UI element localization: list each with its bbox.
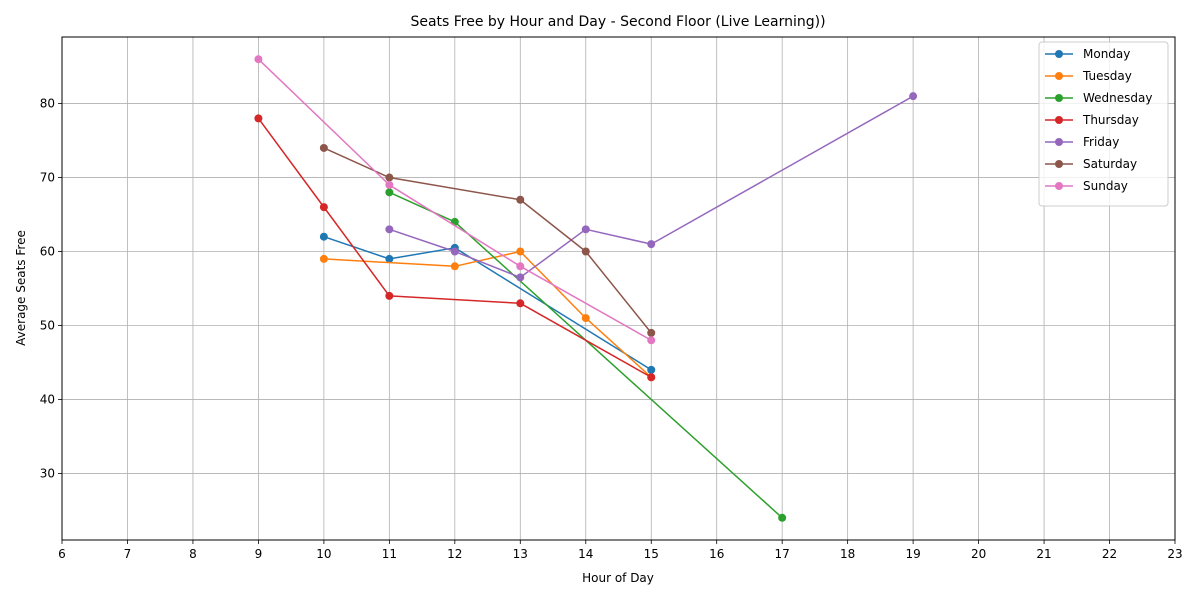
y-tick-label: 60	[40, 245, 55, 259]
legend-label-tuesday: Tuesday	[1082, 69, 1132, 83]
x-tick-label: 10	[316, 547, 331, 561]
x-tick-label: 22	[1102, 547, 1117, 561]
series-line-sunday	[257, 58, 652, 341]
data-point-thursday	[254, 114, 263, 123]
legend-marker-saturday	[1055, 160, 1063, 168]
x-tick-label: 17	[775, 547, 790, 561]
x-tick-label: 8	[189, 547, 197, 561]
y-axis: 30 40 50 60 70 80	[40, 97, 62, 480]
data-point-tuesday	[450, 262, 459, 271]
data-point-wednesday	[778, 513, 787, 522]
data-point-friday	[385, 225, 394, 234]
data-point-sunday	[254, 55, 263, 64]
legend-label-saturday: Saturday	[1083, 157, 1137, 171]
data-point-sunday	[516, 262, 525, 271]
data-point-friday	[581, 225, 590, 234]
legend-item-saturday: Saturday	[1045, 157, 1137, 171]
legend-marker-tuesday	[1055, 72, 1063, 80]
data-point-sunday	[647, 336, 656, 345]
x-tick-label: 7	[124, 547, 132, 561]
data-point-thursday	[319, 203, 328, 212]
legend-box	[1038, 41, 1169, 207]
legend-item-monday: Monday	[1045, 47, 1130, 61]
data-point-saturday	[516, 195, 525, 204]
data-point-saturday	[319, 143, 328, 152]
x-tick-label: 23	[1167, 547, 1182, 561]
series-sunday	[254, 55, 656, 345]
plot-frame	[61, 36, 1176, 541]
data-point-monday	[385, 254, 394, 263]
data-point-monday	[319, 232, 328, 241]
data-point-friday	[450, 247, 459, 256]
x-axis-label: Hour of Day	[582, 571, 654, 585]
data-point-thursday	[385, 291, 394, 300]
series-line-friday	[389, 95, 914, 279]
y-axis-label: Average Seats Free	[14, 230, 28, 346]
legend-item-wednesday: Wednesday	[1045, 91, 1152, 105]
x-tick-label: 15	[644, 547, 659, 561]
x-tick-label: 20	[971, 547, 986, 561]
x-tick-label: 6	[58, 547, 66, 561]
legend-marker-monday	[1055, 50, 1063, 58]
legend-marker-wednesday	[1055, 94, 1063, 102]
data-point-tuesday	[581, 314, 590, 323]
y-tick-label: 70	[40, 171, 55, 185]
legend-label-monday: Monday	[1083, 47, 1130, 61]
data-point-tuesday	[319, 254, 328, 263]
data-point-thursday	[516, 299, 525, 308]
x-axis: 6 7 8 9 10 11 12 13 14 15 16 17 18 19 20 21 22 23	[58, 540, 1183, 561]
data-point-saturday	[385, 173, 394, 182]
legend-marker-friday	[1055, 138, 1063, 146]
data-point-monday	[647, 365, 656, 374]
series-line-monday	[323, 236, 652, 371]
data-point-sunday	[385, 180, 394, 189]
legend-marker-thursday	[1055, 116, 1063, 124]
x-tick-label: 16	[709, 547, 724, 561]
legend-marker-sunday	[1055, 182, 1063, 190]
data-point-friday	[647, 240, 656, 249]
series-layer	[254, 55, 918, 522]
data-point-tuesday	[516, 247, 525, 256]
legend-item-thursday: Thursday	[1045, 113, 1139, 127]
series-thursday	[254, 114, 656, 382]
x-tick-label: 13	[513, 547, 528, 561]
x-tick-label: 21	[1036, 547, 1051, 561]
y-tick-label: 30	[40, 466, 55, 480]
legend-label-friday: Friday	[1083, 135, 1119, 149]
series-saturday	[319, 143, 656, 337]
data-point-wednesday	[385, 188, 394, 197]
y-tick-label: 50	[40, 318, 55, 332]
x-tick-label: 18	[840, 547, 855, 561]
data-point-friday	[516, 273, 525, 282]
legend-item-sunday: Sunday	[1045, 179, 1128, 193]
legend: Monday Tuesday Wednesday Thursday Friday Satu…	[1038, 41, 1169, 207]
legend-label-wednesday: Wednesday	[1083, 91, 1152, 105]
data-point-saturday	[581, 247, 590, 256]
x-tick-label: 14	[578, 547, 593, 561]
legend-item-friday: Friday	[1045, 135, 1119, 149]
legend-item-tuesday: Tuesday	[1045, 69, 1132, 83]
legend-label-thursday: Thursday	[1082, 113, 1139, 127]
legend-label-sunday: Sunday	[1083, 179, 1128, 193]
series-friday	[385, 92, 918, 282]
data-point-friday	[909, 92, 918, 101]
x-tick-label: 19	[905, 547, 920, 561]
data-point-thursday	[647, 373, 656, 382]
chart-title: Seats Free by Hour and Day - Second Floo…	[410, 14, 825, 30]
x-tick-label: 12	[447, 547, 462, 561]
data-point-saturday	[647, 328, 656, 337]
plot-area	[62, 37, 1175, 540]
y-tick-label: 40	[40, 392, 55, 406]
x-tick-label: 9	[255, 547, 263, 561]
y-tick-label: 80	[40, 97, 55, 111]
x-tick-label: 11	[382, 547, 397, 561]
